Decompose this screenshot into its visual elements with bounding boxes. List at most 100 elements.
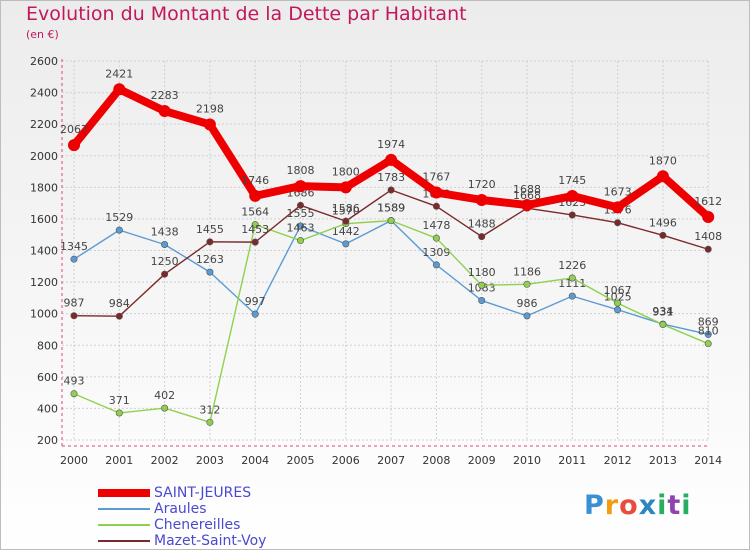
x-tick-label: 2010 (513, 454, 541, 467)
data-label: 1589 (377, 202, 405, 215)
legend-swatch (98, 540, 150, 542)
data-label: 1668 (513, 189, 541, 202)
x-tick-label: 2009 (468, 454, 496, 467)
data-point (568, 211, 576, 219)
chart-subtitle: (en €) (26, 28, 59, 41)
data-point (523, 280, 531, 288)
data-label: 1673 (604, 185, 632, 198)
data-point (115, 312, 123, 320)
data-label: 1111 (558, 277, 586, 290)
x-tick-label: 2002 (151, 454, 179, 467)
data-label: 1250 (151, 255, 179, 268)
data-label: 984 (109, 297, 130, 310)
data-point (161, 240, 169, 248)
data-label: 1478 (422, 219, 450, 232)
legend-swatch (98, 489, 150, 497)
proxiti-logo: Proxiti (584, 490, 692, 521)
x-tick-label: 2006 (332, 454, 360, 467)
data-point (342, 240, 350, 248)
data-point (432, 234, 440, 242)
data-point (656, 170, 669, 183)
data-label: 869 (698, 315, 719, 328)
y-tick-label: 800 (37, 339, 58, 352)
data-point (206, 268, 214, 276)
data-label: 2067 (60, 123, 88, 136)
data-label: 1870 (649, 154, 677, 167)
y-tick-label: 1800 (30, 181, 58, 194)
data-label: 493 (64, 375, 85, 388)
data-label: 1263 (196, 253, 224, 266)
data-label: 1309 (422, 246, 450, 259)
data-point (475, 193, 488, 206)
chart-title: Evolution du Montant de la Dette par Hab… (26, 3, 467, 25)
data-label: 934 (652, 305, 673, 318)
data-label: 986 (517, 297, 538, 310)
data-point (296, 201, 304, 209)
data-point (70, 255, 78, 263)
data-label: 1586 (332, 202, 360, 215)
data-point (566, 190, 579, 203)
data-point (251, 310, 259, 318)
data-point (70, 312, 78, 320)
x-tick-label: 2003 (196, 454, 224, 467)
data-label: 1564 (241, 206, 269, 219)
data-point (296, 222, 304, 230)
legend-item: Araules (98, 501, 266, 517)
legend-label: Mazet-Saint-Voy (154, 533, 267, 549)
data-label: 1455 (196, 223, 224, 236)
data-label: 1767 (422, 171, 450, 184)
data-point (430, 186, 443, 199)
data-point (296, 237, 304, 245)
legend-item: Mazet-Saint-Voy (98, 533, 266, 549)
y-tick-label: 1400 (30, 245, 58, 258)
data-label: 1746 (241, 174, 269, 187)
data-label: 1408 (694, 230, 722, 243)
data-point (113, 83, 126, 96)
data-label: 312 (199, 403, 220, 416)
x-tick-label: 2014 (694, 454, 722, 467)
y-tick-label: 2000 (30, 150, 58, 163)
data-point (249, 189, 262, 202)
data-point (704, 245, 712, 253)
data-label: 2421 (105, 67, 133, 80)
data-label: 1529 (105, 211, 133, 224)
y-tick-label: 1200 (30, 276, 58, 289)
data-label: 1496 (649, 216, 677, 229)
data-point (251, 238, 259, 246)
x-tick-label: 2000 (60, 454, 88, 467)
data-point (614, 306, 622, 314)
data-point (523, 312, 531, 320)
data-point (611, 201, 624, 214)
x-tick-label: 2007 (377, 454, 405, 467)
data-label: 1488 (468, 218, 496, 231)
data-point (385, 153, 398, 166)
data-point (478, 233, 486, 241)
data-point (521, 199, 533, 212)
data-label: 1186 (513, 265, 541, 278)
data-label: 1589 (377, 202, 405, 215)
data-point (568, 292, 576, 300)
data-label: 931 (652, 306, 673, 319)
data-point (206, 238, 214, 246)
legend-item: Chenereilles (98, 517, 266, 533)
y-tick-label: 600 (37, 371, 58, 384)
data-point (702, 211, 715, 224)
data-label: 1808 (287, 164, 315, 177)
data-label: 1226 (558, 259, 586, 272)
data-label: 997 (245, 295, 266, 308)
data-point (161, 404, 169, 412)
x-tick-label: 2008 (422, 454, 450, 467)
data-point (115, 226, 123, 234)
data-point (203, 118, 216, 131)
data-label: 1180 (468, 266, 496, 279)
x-tick-label: 2013 (649, 454, 677, 467)
data-point (659, 231, 667, 239)
y-tick-label: 1600 (30, 213, 58, 226)
data-point (614, 299, 622, 307)
legend-label: Chenereilles (154, 517, 241, 533)
data-label: 987 (64, 297, 85, 310)
data-label: 1800 (332, 165, 360, 178)
data-point (432, 202, 440, 210)
y-tick-label: 400 (37, 402, 58, 415)
